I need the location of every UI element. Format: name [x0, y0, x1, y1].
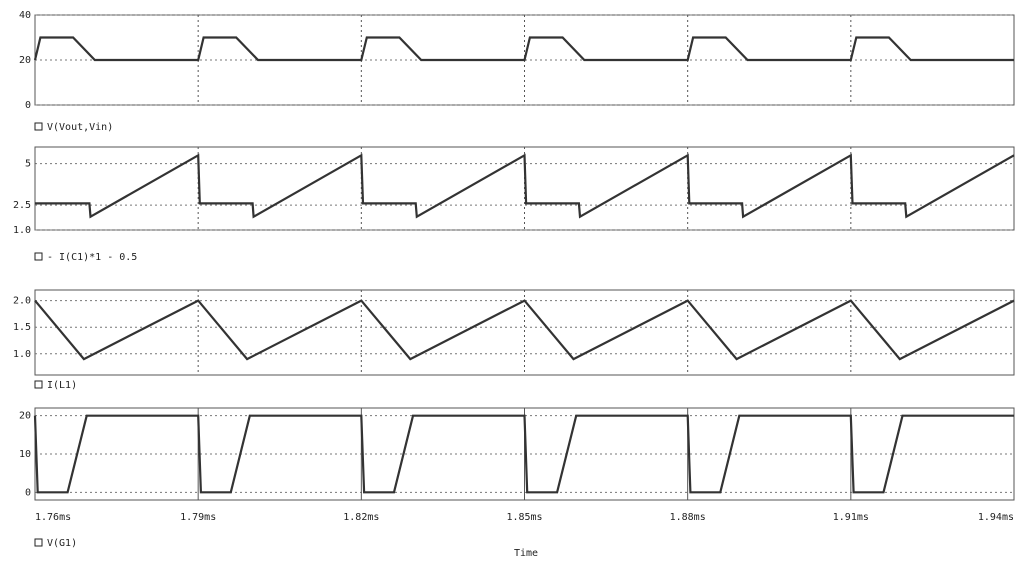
legend-label: V(G1) — [47, 538, 77, 549]
y-tick-label: 20 — [19, 411, 31, 422]
x-axis-label: Time — [514, 548, 538, 559]
x-tick-label: 1.88ms — [670, 512, 706, 523]
y-tick-label: 1.5 — [13, 322, 31, 333]
x-tick-label: 1.94ms — [978, 512, 1014, 523]
trace — [34, 299, 1015, 361]
y-tick-label: 1.0 — [13, 349, 31, 360]
legend-swatch — [34, 122, 43, 131]
x-tick-label: 1.91ms — [833, 512, 869, 523]
y-tick-label: 2.0 — [13, 296, 31, 307]
y-tick-label: 0 — [25, 487, 31, 498]
y-tick-label: 5 — [25, 159, 31, 170]
y-tick-label: 10 — [19, 449, 31, 460]
x-tick-label: 1.82ms — [343, 512, 379, 523]
legend-label: - I(C1)*1 - 0.5 — [47, 252, 137, 263]
trace — [33, 414, 1014, 494]
y-tick-label: 40 — [19, 10, 31, 21]
y-tick-label: 2.5 — [13, 200, 31, 211]
legend-label: I(L1) — [47, 380, 77, 391]
legend-swatch — [34, 252, 43, 261]
legend-swatch — [34, 538, 43, 547]
x-tick-label: 1.76ms — [35, 512, 71, 523]
y-tick-label: 0 — [25, 100, 31, 111]
trace — [35, 153, 1015, 219]
x-tick-label: 1.79ms — [180, 512, 216, 523]
y-tick-label: 1.0 — [13, 225, 31, 236]
trace — [33, 36, 1014, 62]
legend-swatch — [34, 380, 43, 389]
plot-frame — [34, 289, 1015, 376]
x-tick-label: 1.85ms — [506, 512, 542, 523]
legend-label: V(Vout,Vin) — [47, 122, 113, 133]
y-tick-label: 20 — [19, 55, 31, 66]
